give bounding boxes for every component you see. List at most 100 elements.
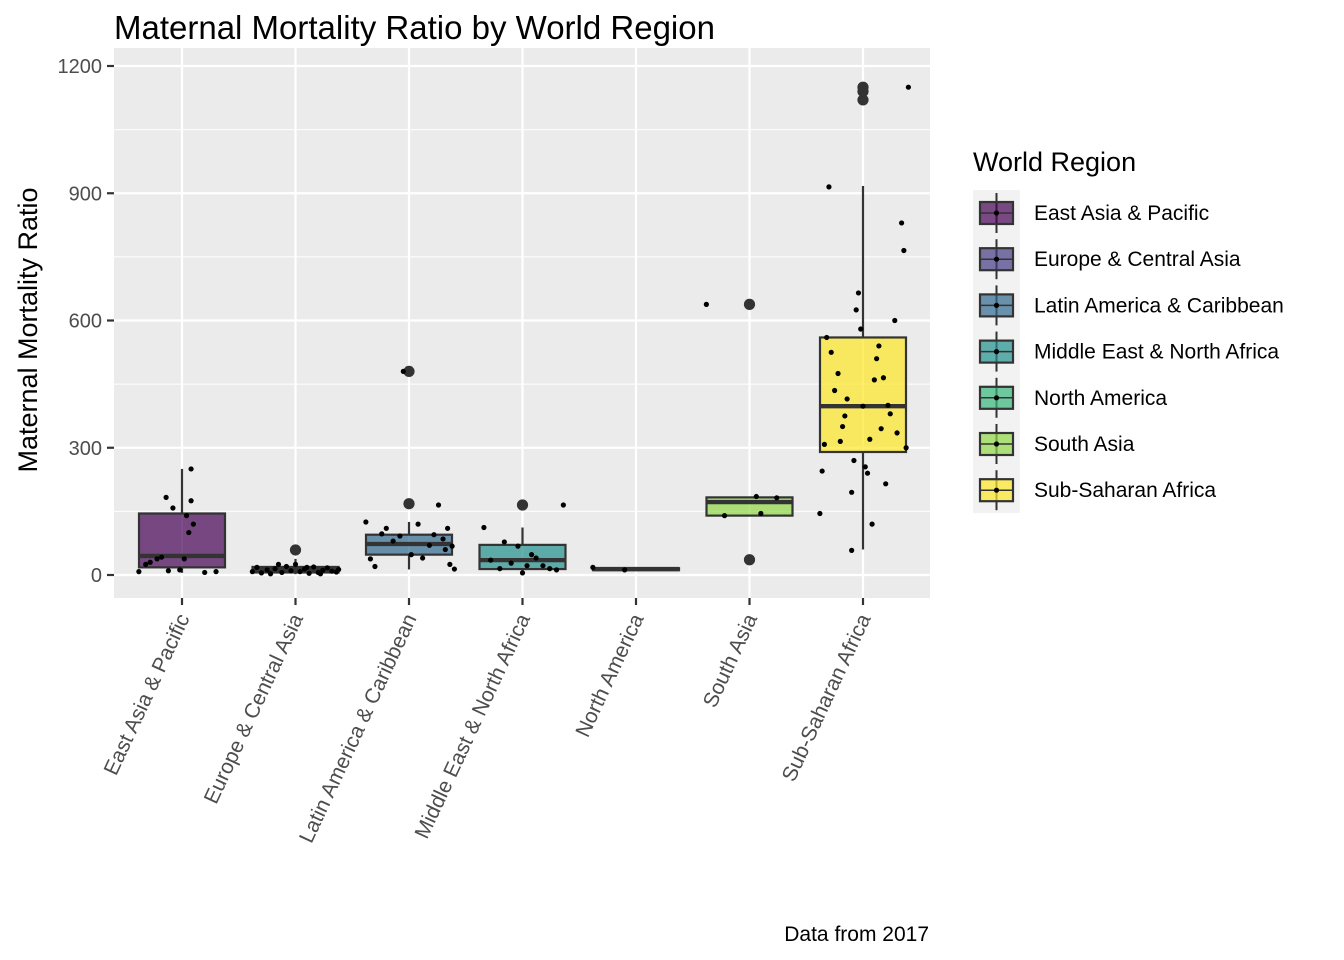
data-point xyxy=(183,513,190,519)
data-point xyxy=(202,569,208,576)
data-point xyxy=(390,538,396,544)
x-tick-label: Europe & Central Asia xyxy=(200,610,308,807)
data-point xyxy=(181,556,187,562)
data-point xyxy=(903,445,909,451)
data-point xyxy=(774,495,780,501)
box-6 xyxy=(705,298,794,566)
data-point xyxy=(826,184,832,190)
data-point xyxy=(853,307,859,313)
legend-label: Sub-Saharan Africa xyxy=(1034,479,1216,502)
data-point xyxy=(481,524,487,531)
data-point xyxy=(553,567,560,573)
data-point xyxy=(867,436,873,442)
data-point xyxy=(447,561,453,567)
x-tick-label: North America xyxy=(571,610,648,741)
legend: World Region East Asia & Pacific Europe &… xyxy=(973,147,1284,513)
data-point xyxy=(824,334,830,341)
data-point xyxy=(186,529,192,536)
data-point xyxy=(560,502,566,508)
data-point xyxy=(264,567,270,573)
legend-item-4: Middle East & North Africa xyxy=(978,331,1279,372)
data-point xyxy=(819,468,825,474)
data-point xyxy=(372,563,378,570)
legend-key-point xyxy=(993,395,1000,401)
data-point xyxy=(519,570,526,576)
box-5 xyxy=(591,566,681,572)
data-point xyxy=(858,326,864,332)
legend-item-6: South Asia xyxy=(978,424,1135,464)
data-point xyxy=(275,561,282,567)
data-point xyxy=(158,554,165,560)
data-point xyxy=(397,533,403,539)
data-point xyxy=(497,566,503,572)
outlier-point xyxy=(857,94,869,106)
data-point xyxy=(885,402,891,408)
data-point xyxy=(379,531,385,537)
data-point xyxy=(501,539,507,545)
legend-label: North America xyxy=(1034,387,1167,410)
data-point xyxy=(590,564,596,570)
data-point xyxy=(136,569,142,575)
chart-caption: Data from 2017 xyxy=(784,923,929,946)
legend-key-point xyxy=(993,256,1000,262)
legend-key-point xyxy=(993,487,1000,493)
data-point xyxy=(143,561,149,567)
data-point xyxy=(905,84,912,90)
data-point xyxy=(442,546,448,553)
data-point xyxy=(190,521,196,527)
data-point xyxy=(874,356,880,362)
outlier-point xyxy=(857,81,869,93)
data-point xyxy=(336,566,342,573)
data-point xyxy=(329,568,335,574)
data-point xyxy=(533,555,539,561)
data-point xyxy=(154,556,160,562)
outlier-point xyxy=(743,554,756,566)
data-point xyxy=(188,498,194,504)
legend-item-5: North America xyxy=(978,377,1167,418)
data-point xyxy=(147,559,153,565)
data-point xyxy=(880,375,887,381)
jitter-points xyxy=(136,84,912,577)
x-tick-label: South Asia xyxy=(699,610,762,711)
legend-key-point xyxy=(993,349,1000,355)
data-point xyxy=(849,547,855,553)
data-point xyxy=(898,220,905,226)
data-point xyxy=(440,536,446,542)
data-point xyxy=(835,370,841,377)
data-point xyxy=(703,301,709,307)
data-point xyxy=(272,566,278,572)
outlier-point xyxy=(289,544,302,556)
x-tick-label: Middle East & North Africa xyxy=(411,610,536,842)
data-point xyxy=(515,543,521,549)
data-point xyxy=(894,430,900,436)
data-point xyxy=(540,563,546,569)
box-body xyxy=(478,543,567,571)
data-point xyxy=(254,564,260,570)
data-point xyxy=(488,557,494,563)
data-point xyxy=(408,552,414,558)
data-point xyxy=(842,413,848,419)
data-point xyxy=(871,377,877,383)
data-point xyxy=(431,532,437,538)
chart-title: Maternal Mortality Ratio by World Region xyxy=(114,9,715,46)
outlier-point xyxy=(403,498,415,510)
data-point xyxy=(324,565,330,571)
box-7 xyxy=(818,81,908,550)
box-4 xyxy=(478,499,567,574)
data-point xyxy=(851,457,857,464)
data-point xyxy=(451,566,457,572)
data-point xyxy=(288,568,294,574)
data-point xyxy=(849,489,855,495)
data-point xyxy=(435,502,442,508)
data-point xyxy=(753,493,759,500)
data-point xyxy=(622,567,628,573)
data-point xyxy=(883,481,889,487)
data-point xyxy=(528,552,535,558)
x-tick-label: Sub-Saharan Africa xyxy=(778,610,876,785)
data-point xyxy=(267,571,274,577)
legend-label: Latin America & Caribbean xyxy=(1034,294,1284,317)
data-point xyxy=(188,466,194,472)
outlier-point xyxy=(743,298,756,310)
data-point xyxy=(524,563,530,569)
